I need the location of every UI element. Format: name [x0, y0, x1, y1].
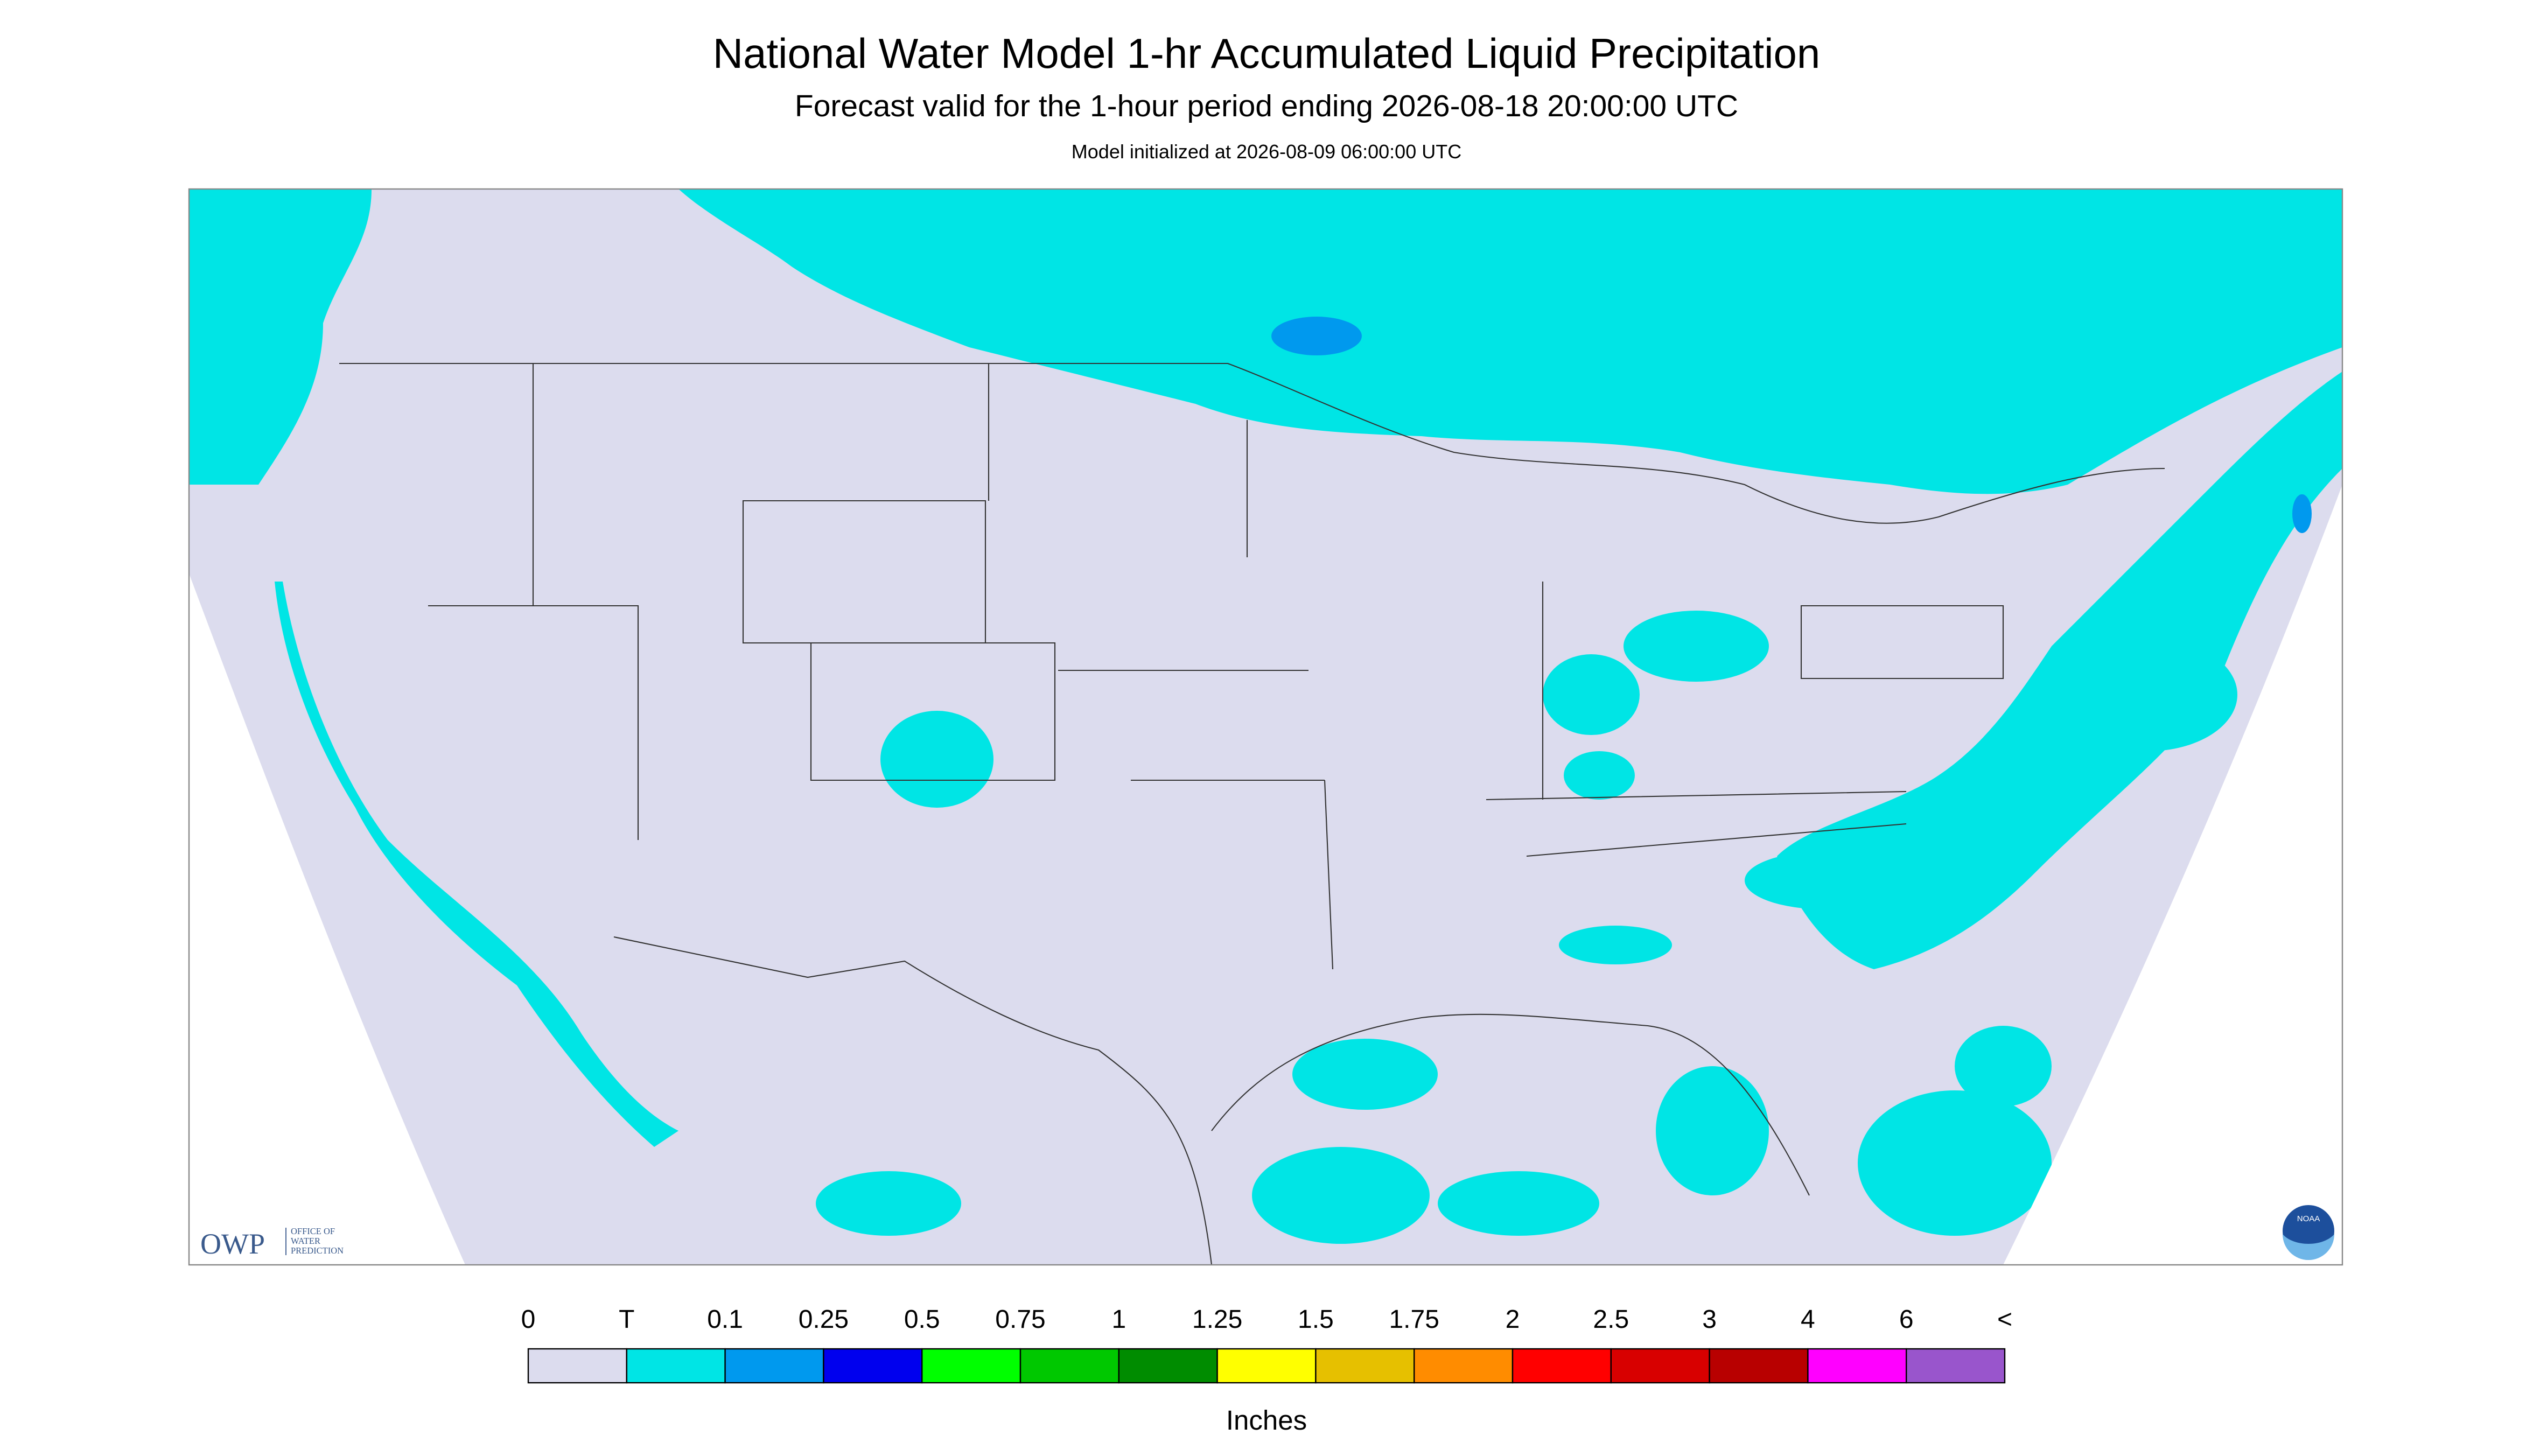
precip-blob	[1745, 851, 1906, 910]
precip-blob	[1252, 1147, 1430, 1244]
projection-edge-right	[2003, 485, 2342, 1265]
owp-line: WATER	[291, 1236, 320, 1246]
owp-logo: OWP OFFICE OF WATER PREDICTION	[200, 1226, 344, 1260]
map-area	[188, 188, 2343, 1266]
legend-label: <	[1997, 1305, 2012, 1334]
precip-blob	[1271, 317, 1362, 356]
projection-edge-left	[189, 189, 465, 1265]
legend-swatch	[1315, 1348, 1415, 1384]
legend-swatch	[921, 1348, 1021, 1384]
legend-label: 0.1	[707, 1305, 743, 1334]
precip-blob	[1656, 1066, 1769, 1196]
legend-swatch	[1610, 1348, 1710, 1384]
noaa-logo: NOAA	[2283, 1205, 2334, 1261]
precip-east	[1777, 372, 2342, 970]
legend-label: 4	[1801, 1305, 1815, 1334]
legend-swatch	[527, 1348, 628, 1384]
state-lines	[428, 363, 2004, 970]
legend-swatch	[1414, 1348, 1514, 1384]
init-time: Model initialized at 2026-08-09 06:00:00…	[1072, 141, 1461, 163]
legend-swatch	[1118, 1348, 1218, 1384]
precip-blob	[2060, 638, 2237, 752]
precip-blob	[1624, 611, 1769, 682]
legend: 0 T 0.1 0.25 0.5 0.75 1 1.25 1.5 1.75 2 2.5 3 4 6 <	[521, 1305, 2012, 1384]
legend-swatch	[1512, 1348, 1612, 1384]
legend-label: 2.5	[1593, 1305, 1629, 1334]
noaa-wave	[2283, 1234, 2334, 1261]
legend-swatch	[1019, 1348, 1120, 1384]
legend-label: 0	[521, 1305, 536, 1334]
precip-areas	[189, 189, 2342, 1244]
precip-northwest	[189, 189, 372, 485]
boundaries	[339, 362, 2165, 1265]
precip-north	[678, 189, 2342, 494]
subtitle: Forecast valid for the 1-hour period end…	[795, 89, 1738, 123]
border-mexico	[613, 936, 1213, 1265]
owp-line: OFFICE OF	[291, 1226, 335, 1236]
precip-moderate	[1271, 317, 2312, 534]
precip-blob	[1292, 1039, 1438, 1110]
precip-blob	[1858, 1090, 2052, 1236]
legend-label: T	[619, 1305, 634, 1334]
owp-line: PREDICTION	[291, 1245, 344, 1256]
legend-swatch	[823, 1348, 923, 1384]
border-canada	[339, 362, 2165, 524]
legend-label: 1	[1111, 1305, 1126, 1334]
precip-blob	[880, 711, 993, 808]
legend-label: 1.75	[1389, 1305, 1439, 1334]
gulf-coast	[1211, 1013, 1810, 1196]
precip-blob	[1543, 654, 1640, 736]
legend-label: 0.75	[995, 1305, 1045, 1334]
precip-blob	[2292, 494, 2312, 534]
precip-blob	[816, 1171, 961, 1236]
owp-mark: OWP	[200, 1228, 265, 1260]
legend-swatch	[1709, 1348, 1809, 1384]
legend-label: 1.5	[1298, 1305, 1334, 1334]
precip-blob	[1559, 926, 1672, 965]
legend-swatch	[626, 1348, 726, 1384]
precip-blob	[1955, 1026, 2052, 1107]
noaa-text: NOAA	[2297, 1214, 2320, 1223]
legend-label: 0.25	[799, 1305, 849, 1334]
legend-label: 1.25	[1192, 1305, 1242, 1334]
legend-label: 2	[1506, 1305, 1520, 1334]
title: National Water Model 1-hr Accumulated Li…	[713, 30, 1821, 77]
precip-blob	[1438, 1171, 1599, 1236]
precip-blob	[1564, 751, 1635, 800]
legend-swatch	[1905, 1348, 2006, 1384]
legend-swatch	[1216, 1348, 1317, 1384]
legend-unit: Inches	[1226, 1405, 1307, 1436]
legend-label: 0.5	[904, 1305, 940, 1334]
legend-swatch	[1807, 1348, 1907, 1384]
legend-swatch	[724, 1348, 824, 1384]
legend-label: 3	[1702, 1305, 1717, 1334]
legend-label: 6	[1899, 1305, 1914, 1334]
map-frame	[188, 188, 2343, 1266]
